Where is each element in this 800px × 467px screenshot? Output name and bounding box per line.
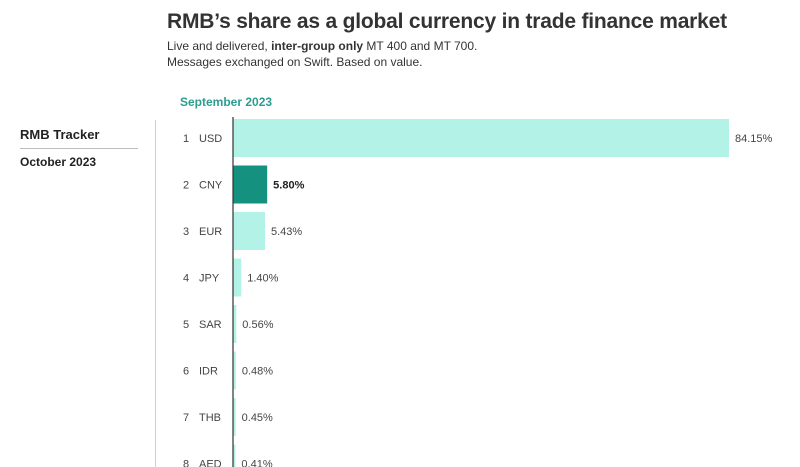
- rank-label: 7: [183, 412, 189, 424]
- rank-label: 8: [183, 459, 189, 467]
- sidebar-divider: [20, 148, 138, 149]
- chart-title: RMB’s share as a global currency in trad…: [167, 10, 727, 33]
- value-label: 84.15%: [735, 133, 773, 145]
- rank-label: 4: [183, 273, 189, 285]
- bar-usd: [233, 119, 729, 157]
- bar-jpy: [233, 258, 242, 297]
- bar-eur: [233, 212, 266, 250]
- bar-idr: [233, 351, 236, 390]
- value-label: 5.43%: [271, 226, 302, 238]
- category-label: USD: [199, 133, 222, 145]
- rank-label: 1: [183, 133, 189, 145]
- value-label: 5.80%: [273, 180, 304, 192]
- value-label: 0.56%: [242, 319, 273, 331]
- category-label: THB: [199, 412, 221, 424]
- subtitle-line-2: Messages exchanged on Swift. Based on va…: [167, 55, 423, 69]
- bar-thb: [233, 398, 236, 436]
- period-label: September 2023: [180, 95, 273, 109]
- chart-subtitle: Live and delivered, inter-group only MT …: [167, 38, 477, 70]
- subtitle-text-bold: inter-group only: [271, 39, 364, 53]
- category-label: SAR: [199, 319, 222, 331]
- bar-cny: [233, 165, 268, 204]
- rank-label: 3: [183, 226, 189, 238]
- value-label: 1.40%: [247, 273, 278, 285]
- category-label: CNY: [199, 180, 223, 192]
- subtitle-text-a: Live and delivered,: [167, 39, 272, 53]
- value-label: 0.48%: [242, 366, 273, 378]
- section-divider: [155, 120, 156, 467]
- value-label: 0.45%: [242, 412, 273, 424]
- bar-aed: [233, 444, 236, 467]
- sidebar-date: October 2023: [20, 155, 97, 169]
- category-label: IDR: [199, 366, 218, 378]
- rank-label: 6: [183, 366, 189, 378]
- subtitle-line-1: Live and delivered, inter-group only MT …: [167, 38, 477, 54]
- value-label: 0.41%: [241, 459, 272, 467]
- category-label: EUR: [199, 226, 222, 238]
- subtitle-text-b: MT 400 and MT 700.: [363, 39, 478, 53]
- rank-label: 2: [183, 180, 189, 192]
- sidebar-title: RMB Tracker: [20, 127, 100, 142]
- category-label: JPY: [199, 273, 220, 285]
- bar-sar: [233, 305, 237, 343]
- category-label: AED: [199, 459, 222, 467]
- rank-label: 5: [183, 319, 189, 331]
